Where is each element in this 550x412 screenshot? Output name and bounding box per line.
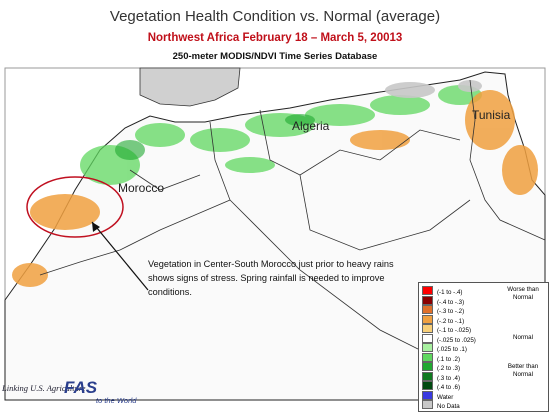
vegetation-dark-green [115,114,315,160]
source: 250-meter MODIS/NDVI Time Series Databas… [172,51,378,62]
arrow [91,221,149,291]
legend-item: (-.4 to -.3) [422,295,465,306]
legend-swatch [422,352,433,362]
legend-swatch [422,314,433,324]
legend-swatch [422,295,433,305]
legend-group: Better than Normal [507,363,539,378]
legend-swatch [422,371,433,381]
legend-swatch [422,381,433,390]
legend-label: (-.3 to -.2) [437,308,465,315]
legend-swatch [422,286,433,295]
subtitle: Northwest Africa February 18 – March 5, … [147,32,403,44]
legend-item: (-.2 to -.1) [422,314,465,325]
legend-label: Water [437,393,454,401]
legend-label: (-.2 to -.1) [437,317,465,325]
legend-item: (-.3 to -.2) [422,305,465,315]
vegetation-green [80,85,482,185]
legend-group: Worse than Normal [507,286,539,301]
highlight-circle [26,176,124,238]
legend-item: (.1 to .2) [422,352,461,363]
legend-label: No Data [437,403,460,410]
map-label: Tunisia [472,108,511,122]
legend-item: No Data [422,400,460,410]
borders [39,79,546,351]
legend-swatch [422,333,433,343]
logo-text: to the World [96,396,137,405]
legend-label: (.2 to .3) [437,365,461,372]
legend-item: (.3 to .4) [422,371,461,382]
legend-label: (.3 to .4) [437,374,461,382]
no-data [385,80,482,98]
legend-label: (-1 to -.4) [437,289,463,296]
map-label: Algeria [292,119,330,133]
legend-swatch [422,305,433,314]
legend-label: (-.4 to -.3) [437,298,465,306]
legend-group: Normal [513,334,533,341]
map-label: Morocco [118,181,164,195]
annotation: Vegetation in Center-South Morocco just … [148,259,394,297]
legend-swatch [422,362,433,371]
legend-item: (-.025 to .025) [422,333,476,344]
legend-label: (.4 to .6) [437,384,461,391]
legend-swatch [422,390,433,400]
legend-swatch [422,343,433,352]
legend-swatch [422,400,433,409]
spain [139,67,241,107]
arrow-head [92,222,100,232]
logo-text: Linking U.S. Agriculture [2,383,86,393]
legend-label: (-.025 to .025) [437,336,476,344]
legend-label: (-.1 to -.025) [437,327,472,334]
legend-item: Water [422,390,454,401]
legend-label: (.1 to .2) [437,355,461,363]
legend-item: (.2 to .3) [422,362,461,372]
legend-item: (-1 to -.4) [422,286,463,296]
legend-item: (.025 to .1) [422,343,467,353]
title: Vegetation Health Condition vs. Normal (… [109,8,441,25]
legend-item: (.4 to .6) [422,381,461,391]
logo-mark: FAS [64,378,98,397]
vegetation-orange [12,90,538,287]
legend-swatch [422,324,433,333]
legend: Worse than Normal Normal Better than Nor… [418,282,549,412]
legend-label: (.025 to .1) [437,346,467,353]
legend-item: (-.1 to -.025) [422,324,472,334]
